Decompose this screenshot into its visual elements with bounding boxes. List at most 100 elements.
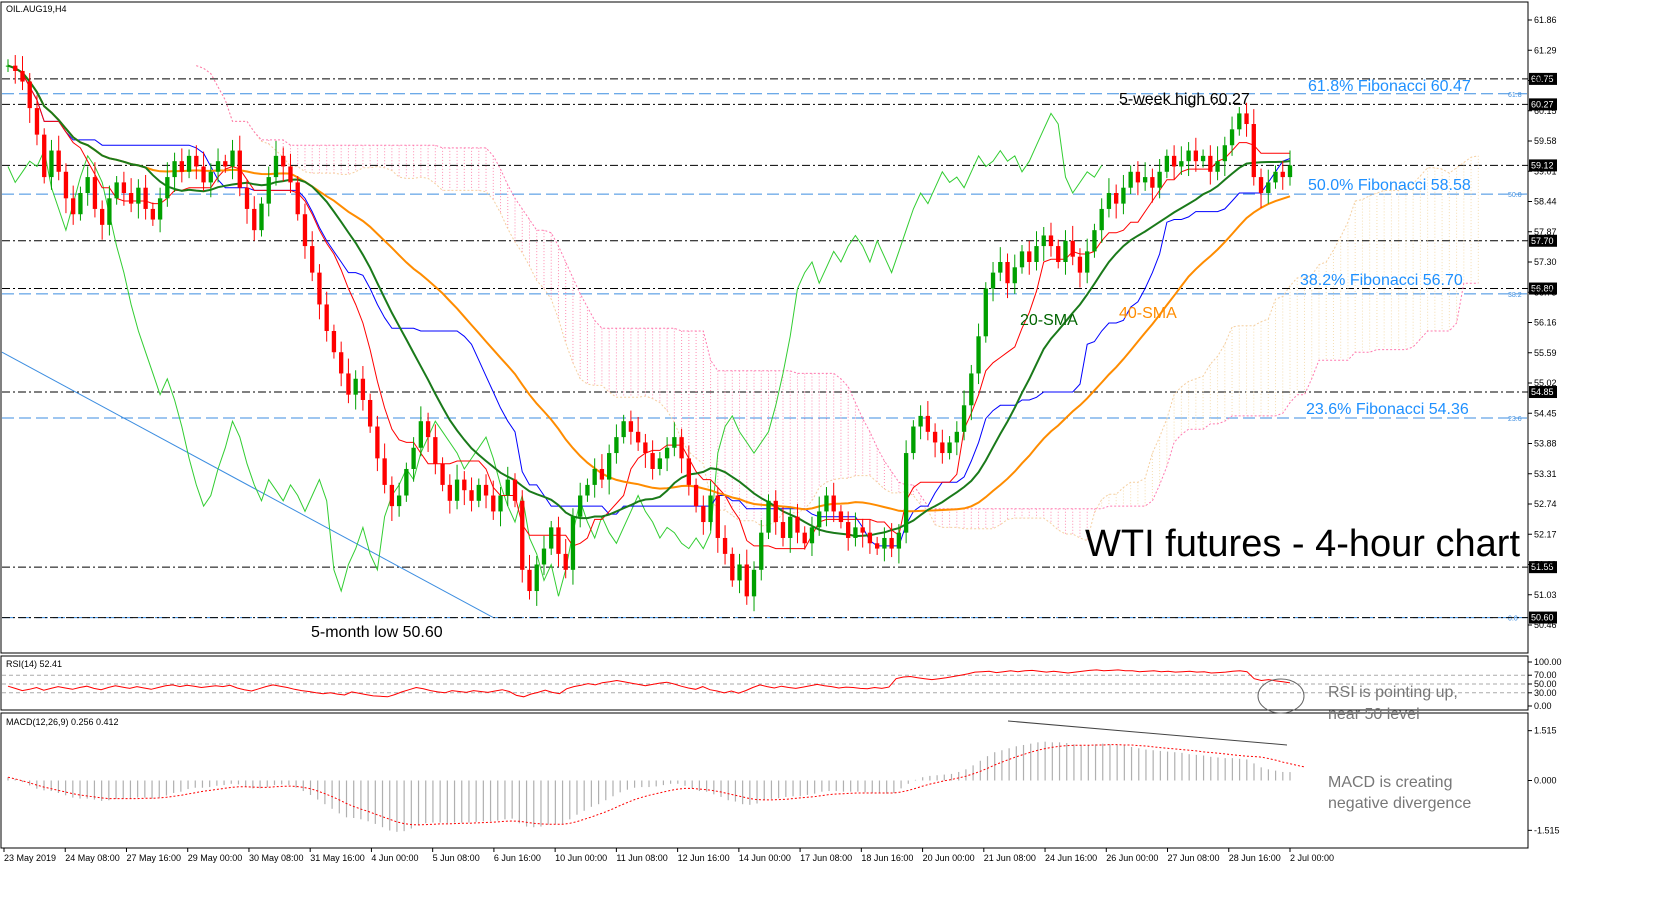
candle-body bbox=[237, 150, 242, 188]
macd-divergence-line bbox=[1007, 720, 1288, 746]
y-tick-label: 58.44 bbox=[1534, 197, 1557, 207]
candle-body bbox=[693, 484, 699, 507]
candle-body bbox=[172, 161, 177, 178]
price-box bbox=[1529, 234, 1557, 247]
candle-body bbox=[715, 495, 720, 538]
x-tick-label: 4 Jun 00:00 bbox=[371, 853, 418, 863]
candle-body bbox=[331, 330, 337, 353]
candle-body bbox=[27, 81, 32, 109]
candle-body bbox=[194, 155, 199, 167]
price-box-label: 54.85 bbox=[1531, 387, 1554, 397]
candle-body bbox=[20, 70, 25, 82]
x-tick-label: 18 Jun 16:00 bbox=[861, 853, 913, 863]
candle-body bbox=[578, 495, 583, 517]
candle-body bbox=[396, 495, 402, 507]
candle-body bbox=[1121, 187, 1126, 204]
x-tick-label: 17 Jun 08:00 bbox=[800, 853, 852, 863]
candle-body bbox=[1005, 262, 1010, 284]
candle-body bbox=[418, 421, 424, 448]
candle-body bbox=[302, 214, 308, 247]
candle-body bbox=[201, 166, 206, 183]
candle-body bbox=[541, 548, 547, 565]
candle-body bbox=[766, 500, 771, 533]
symbol-label: OIL.AUG19,H4 bbox=[6, 4, 67, 14]
chikou-span-line bbox=[7, 112, 1103, 597]
price-box-label: 57.70 bbox=[1531, 236, 1554, 246]
candle-body bbox=[621, 421, 626, 438]
candle-body bbox=[1128, 171, 1133, 188]
annotation-5-week-high: 5-week high 60.27 bbox=[1119, 91, 1250, 108]
candle-body bbox=[896, 532, 902, 549]
rsi-tick-label: 70.00 bbox=[1534, 670, 1557, 680]
candle-body bbox=[1208, 155, 1213, 172]
candle-body bbox=[925, 415, 931, 432]
candle-body bbox=[128, 193, 134, 204]
candle-body bbox=[672, 437, 677, 448]
fibonacci-tag: 23.6 bbox=[1508, 416, 1522, 423]
candle-body bbox=[157, 198, 163, 220]
candle-body bbox=[889, 537, 894, 549]
candle-body bbox=[1186, 150, 1191, 162]
candle-body bbox=[969, 373, 974, 406]
y-tick-label: 52.17 bbox=[1534, 529, 1557, 539]
fibonacci-tag: 38.2 bbox=[1508, 292, 1522, 299]
candle-body bbox=[1099, 208, 1104, 231]
candle-body bbox=[650, 453, 655, 469]
candle-body bbox=[324, 304, 329, 331]
candle-body bbox=[1034, 246, 1039, 262]
candle-body bbox=[1287, 165, 1293, 178]
fib-label-50-0: 50.0% Fibonacci 58.58 bbox=[1308, 177, 1471, 194]
price-box bbox=[1529, 98, 1557, 111]
candle-body bbox=[1048, 235, 1054, 247]
candle-body bbox=[1229, 129, 1235, 146]
y-tick-label: 57.87 bbox=[1534, 227, 1557, 237]
sma-20-line bbox=[7, 64, 1291, 538]
x-tick-label: 11 Jun 08:00 bbox=[616, 853, 667, 863]
sma-40-line bbox=[7, 64, 1291, 513]
fibonacci-tag: 0.0 bbox=[1508, 616, 1518, 623]
x-tick-label: 10 Jun 00:00 bbox=[555, 853, 607, 863]
y-tick-label: 52.74 bbox=[1534, 499, 1557, 509]
candle-body bbox=[281, 155, 286, 167]
candle-body bbox=[404, 468, 409, 496]
price-box bbox=[1529, 72, 1557, 85]
candle-body bbox=[882, 537, 887, 549]
candle-body bbox=[737, 564, 742, 581]
candle-body bbox=[150, 208, 156, 220]
candle-body bbox=[708, 495, 713, 523]
x-tick-label: 24 May 08:00 bbox=[65, 853, 120, 863]
y-tick-label: 61.86 bbox=[1534, 15, 1557, 25]
candle-body bbox=[483, 484, 489, 496]
x-tick-label: 31 May 16:00 bbox=[310, 853, 365, 863]
candle-body bbox=[1171, 155, 1177, 167]
y-tick-label: 55.59 bbox=[1534, 348, 1557, 358]
candle-body bbox=[1063, 240, 1068, 262]
candle-body bbox=[585, 484, 590, 496]
rsi-panel-frame bbox=[0, 655, 1529, 711]
candle-body bbox=[940, 442, 945, 454]
candle-body bbox=[367, 399, 373, 427]
label-40-sma: 40-SMA bbox=[1119, 305, 1177, 322]
candle-body bbox=[809, 527, 815, 544]
candle-body bbox=[744, 564, 749, 597]
x-tick-label: 23 May 2019 bbox=[4, 853, 56, 863]
candle-body bbox=[295, 182, 300, 215]
rsi-annotation-line2: near 50 level bbox=[1328, 706, 1420, 723]
candle-body bbox=[447, 484, 452, 501]
candle-body bbox=[1164, 155, 1170, 172]
x-tick-label: 21 Jun 08:00 bbox=[984, 853, 1036, 863]
candle-body bbox=[230, 150, 235, 167]
candle-body bbox=[411, 447, 416, 469]
x-tick-label: 5 Jun 08:00 bbox=[433, 853, 480, 863]
x-tick-label: 30 May 08:00 bbox=[249, 853, 304, 863]
candle-body bbox=[360, 378, 366, 400]
candle-body bbox=[824, 495, 829, 512]
candle-body bbox=[1244, 113, 1249, 125]
candle-body bbox=[63, 171, 69, 199]
candle-body bbox=[1251, 124, 1256, 178]
price-box-label: 50.60 bbox=[1531, 613, 1554, 623]
candle-body bbox=[1150, 177, 1155, 188]
kijun-sen-line bbox=[7, 65, 1291, 547]
candle-body bbox=[136, 187, 141, 204]
